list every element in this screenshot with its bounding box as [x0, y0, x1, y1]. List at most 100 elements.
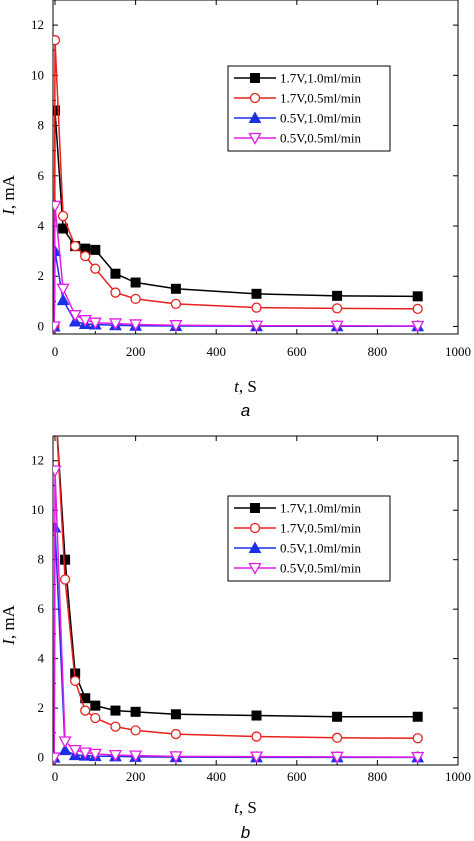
- data-point-1: [412, 303, 423, 315]
- x-tick-label: 1000: [445, 344, 471, 359]
- data-point-1: [412, 733, 423, 744]
- x-tick-label: 800: [368, 344, 388, 359]
- data-point-0: [90, 700, 101, 711]
- x-tick-label: 800: [368, 769, 388, 784]
- data-point-0: [332, 290, 343, 301]
- data-point-3: [249, 751, 264, 764]
- y-axis-label-var: I: [0, 638, 18, 646]
- panel-label: a: [241, 401, 250, 420]
- x-tick-label: 0: [52, 344, 59, 359]
- y-tick-label: 10: [31, 502, 44, 517]
- y-axis-label-unit: , mA: [0, 604, 18, 639]
- legend-entry: 0.5V,0.5ml/min: [280, 561, 362, 576]
- data-point-3: [88, 748, 102, 761]
- data-point-1: [53, 35, 61, 46]
- x-axis-label-var: t: [234, 377, 240, 396]
- x-tick-label: 600: [287, 769, 307, 784]
- y-tick-label: 8: [38, 118, 45, 133]
- data-point-3: [68, 745, 82, 758]
- data-point-3: [68, 310, 82, 323]
- legend-entry: 1.7V,1.0ml/min: [280, 71, 362, 86]
- legend-entry: 0.5V,1.0ml/min: [280, 111, 362, 126]
- legend-marker: [250, 73, 260, 83]
- y-tick-label: 2: [38, 700, 45, 715]
- data-point-0: [130, 277, 141, 288]
- data-point-3: [411, 320, 425, 333]
- data-point-1: [331, 303, 343, 314]
- x-tick-label: 1000: [445, 769, 471, 784]
- series-line-0: [53, 110, 418, 327]
- data-point-0: [412, 711, 423, 722]
- data-point-0: [251, 710, 262, 721]
- y-axis-label: I, mA: [0, 604, 18, 645]
- data-point-3: [56, 283, 70, 296]
- legend-marker: [248, 132, 262, 145]
- y-tick-label: 12: [31, 17, 44, 32]
- legend-marker: [248, 541, 262, 553]
- data-point-1: [80, 251, 91, 262]
- data-point-0: [60, 554, 71, 565]
- x-axis-label-var: t: [234, 798, 240, 817]
- data-point-2: [58, 743, 72, 756]
- y-axis-label-var: I: [0, 208, 18, 216]
- data-point-3: [53, 200, 62, 213]
- data-point-1: [57, 210, 69, 222]
- data-point-1: [90, 712, 101, 724]
- data-point-1: [110, 721, 121, 732]
- y-tick-label: 4: [38, 218, 45, 233]
- data-point-1: [170, 728, 182, 740]
- panel-label: b: [241, 823, 250, 841]
- y-axis-label-unit: , mA: [0, 174, 18, 209]
- data-point-3: [78, 747, 92, 760]
- data-point-3: [129, 319, 143, 332]
- data-point-1: [51, 407, 60, 416]
- data-point-3: [108, 318, 123, 331]
- data-point-3: [129, 750, 143, 763]
- y-tick-label: 8: [38, 552, 45, 567]
- data-point-3: [53, 752, 61, 765]
- data-point-3: [88, 317, 102, 330]
- data-point-0: [332, 711, 343, 722]
- y-tick-label: 10: [31, 67, 44, 82]
- chart-panel-b: 0 200 400 600 800 1000 0 2 4 6 8 10 12 t, S I, mA b 1.7V…: [0, 407, 471, 841]
- legend-entry: 0.5V,1.0ml/min: [280, 541, 362, 556]
- plot-frame: [52, 435, 459, 766]
- data-point-3: [330, 320, 344, 333]
- legend-entry: 0.5V,0.5ml/min: [280, 131, 362, 146]
- data-point-0: [130, 706, 141, 717]
- x-axis-label-unit: , S: [239, 798, 257, 817]
- data-point-2: [56, 293, 70, 306]
- series-line-2: [53, 251, 418, 327]
- y-tick-label: 6: [38, 601, 45, 616]
- x-tick-label: 0: [52, 769, 59, 784]
- data-point-3: [249, 320, 264, 333]
- data-point-1: [59, 574, 71, 585]
- data-point-1: [90, 263, 101, 274]
- y-tick-label: 6: [38, 168, 45, 183]
- data-point-3: [169, 751, 183, 764]
- x-tick-label: 200: [126, 769, 146, 784]
- data-point-1: [170, 298, 182, 310]
- data-point-3: [108, 749, 123, 762]
- legend-marker: [250, 503, 260, 513]
- data-point-1: [70, 675, 81, 687]
- series-group: [51, 407, 425, 765]
- series-group: [53, 35, 425, 334]
- x-tick-label: 400: [206, 769, 226, 784]
- chart-panel-a: 0 200 400 600 800 1000 0 2 4 6 8 10 12 t, S I, mA a 1.7V…: [0, 0, 471, 420]
- y-tick-label: 4: [38, 651, 45, 666]
- data-point-0: [90, 244, 101, 255]
- data-point-0: [51, 407, 60, 416]
- data-point-3: [169, 320, 183, 333]
- x-tick-label: 600: [287, 344, 307, 359]
- x-axis-label-unit: , S: [239, 377, 257, 396]
- legend-entry: 1.7V,1.0ml/min: [280, 501, 362, 516]
- y-axis-label: I, mA: [0, 174, 18, 215]
- x-axis-label: t, S: [234, 377, 257, 396]
- data-point-1: [110, 287, 121, 298]
- series-line-3: [53, 470, 418, 758]
- legend-marker: [248, 111, 262, 123]
- series-line-3: [53, 205, 418, 327]
- y-tick-label: 0: [38, 750, 45, 765]
